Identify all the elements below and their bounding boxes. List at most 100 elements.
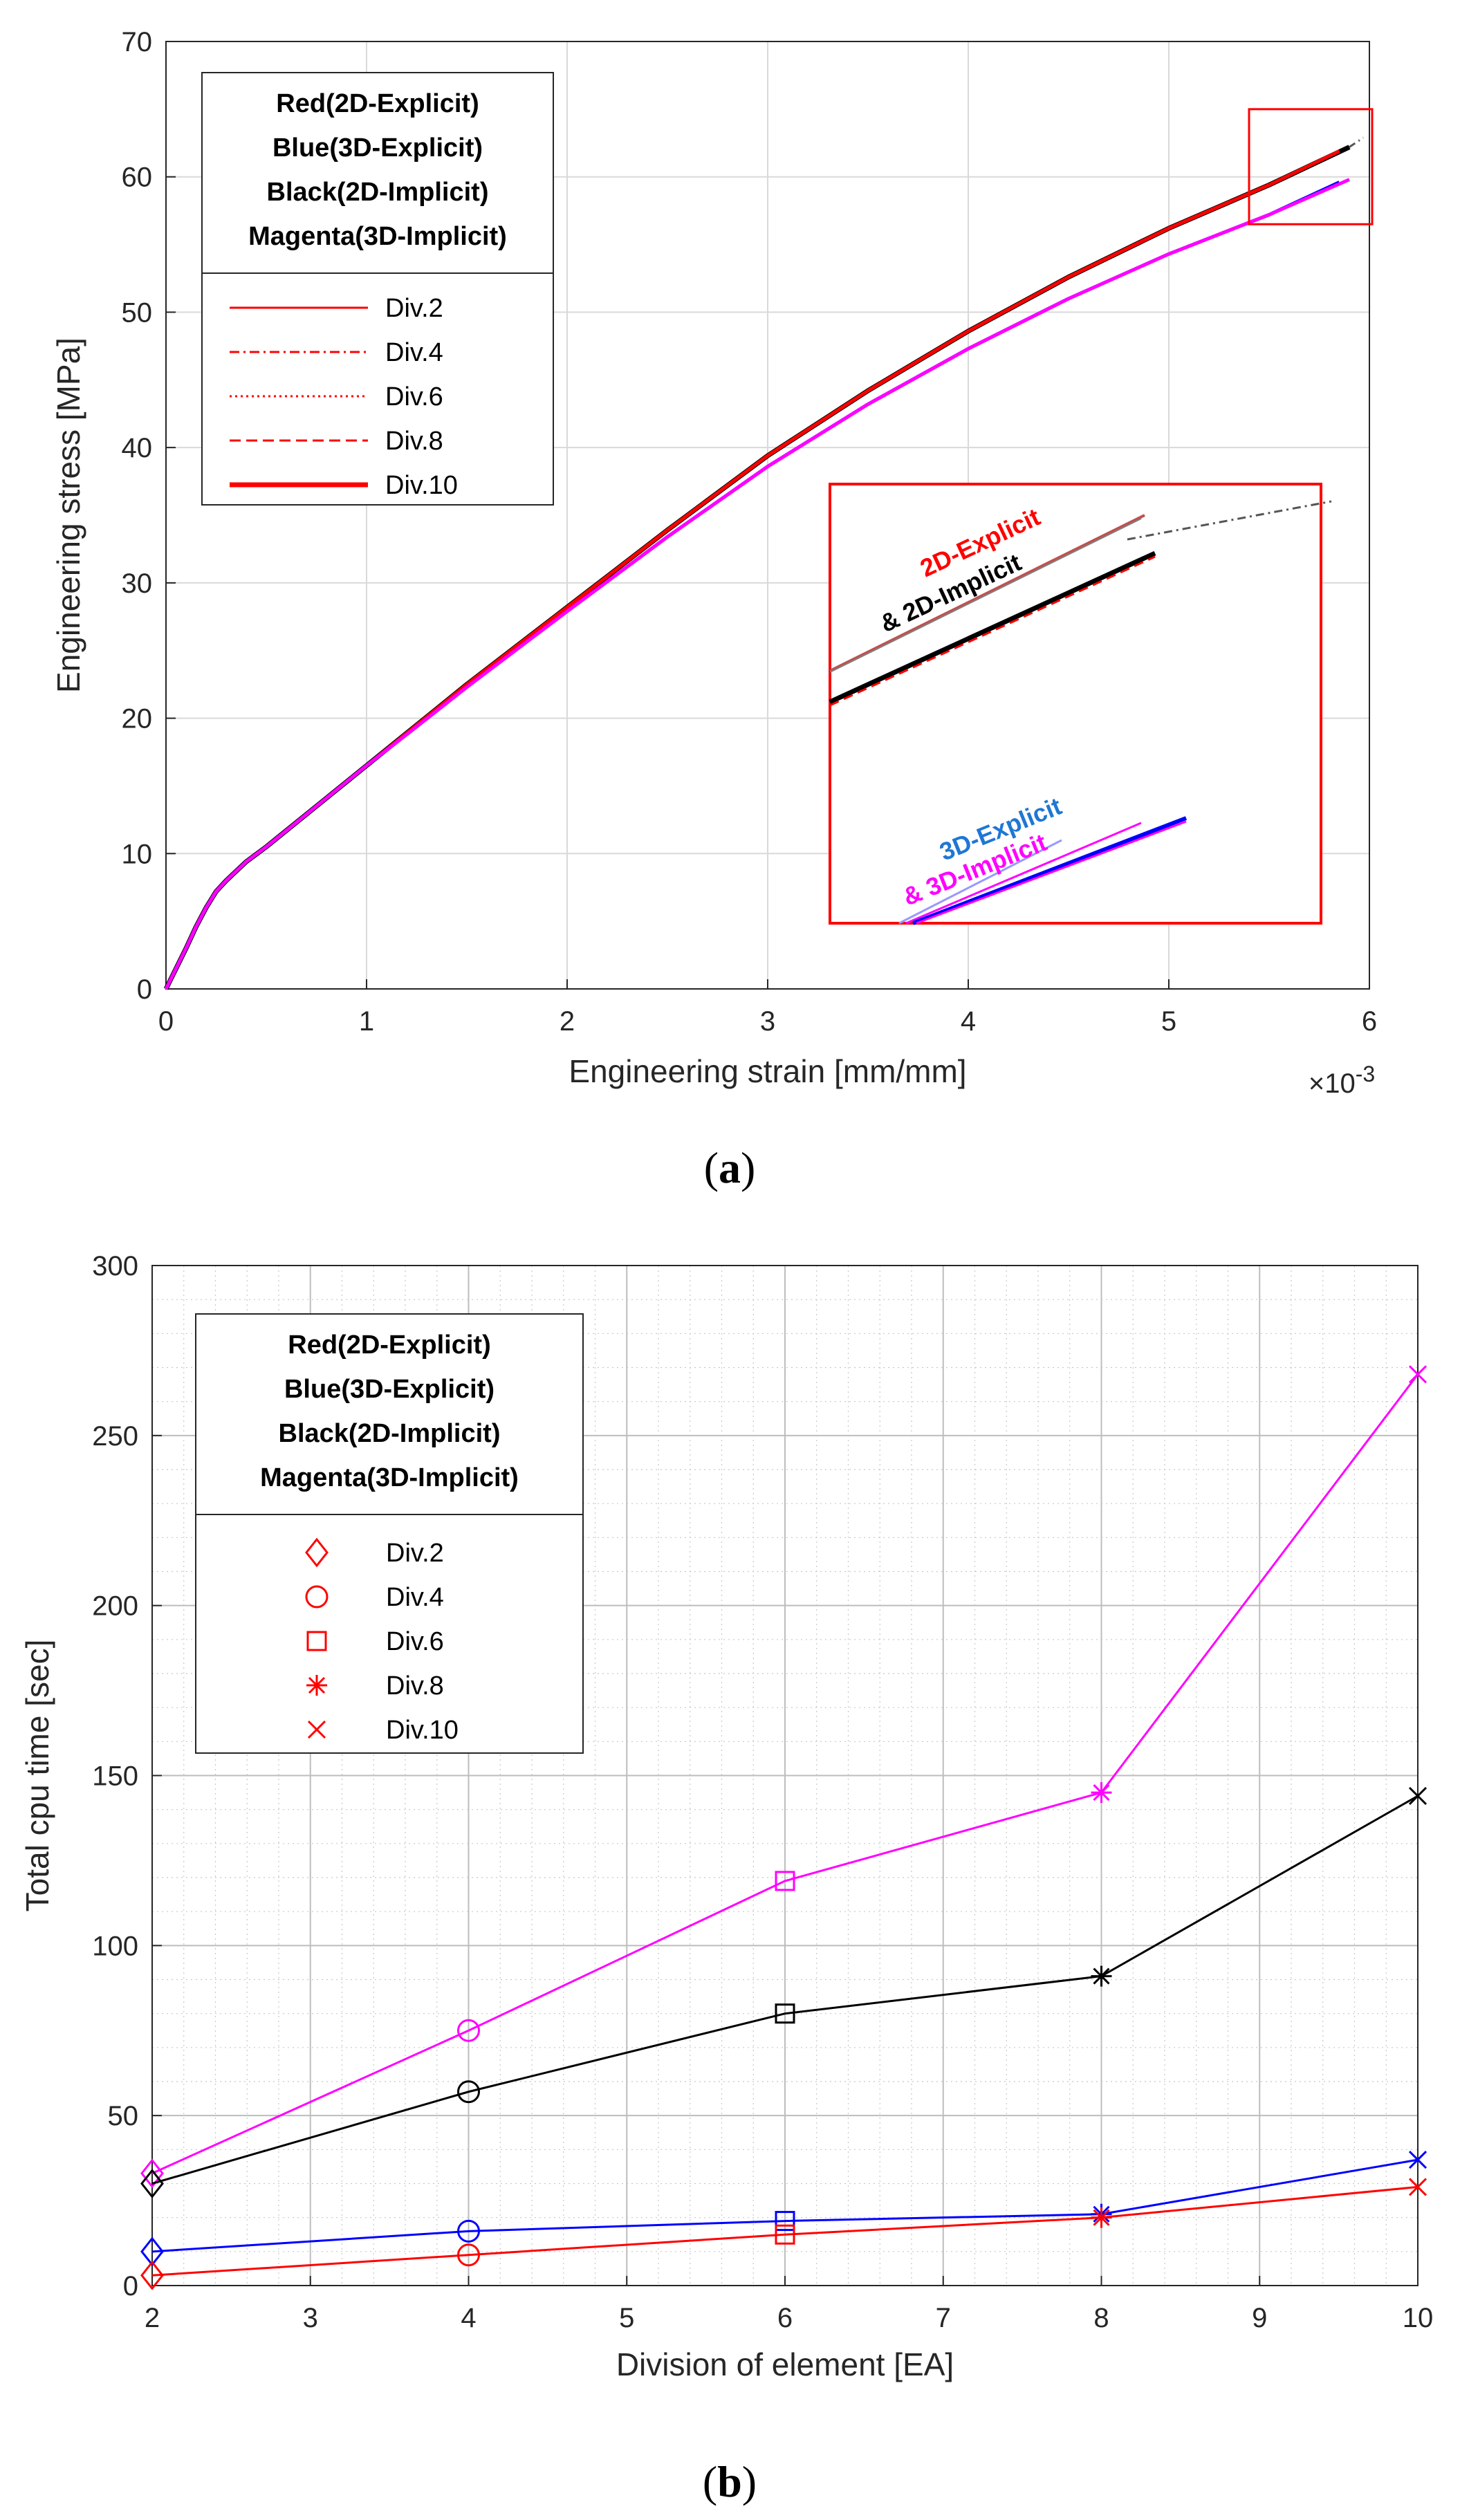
x-tick-label: 6 [777,2303,793,2333]
data-point-circle [457,2243,480,2267]
inset-line-2d-div4 [829,518,1142,673]
series-line-2d-explicit [151,2185,1419,2277]
legend-box [201,72,554,506]
y-tick-label: 200 [92,1591,138,1622]
inset-line-2d-div10 [829,550,1156,705]
legend-entry-label: Div.8 [386,1671,444,1701]
x-tick-label: 5 [619,2303,634,2333]
data-point-square [775,2224,795,2245]
legend-header-text: Red(2D-Explicit) [288,1331,490,1360]
inset-line-3d-div2 [898,839,1062,925]
y-axis-label: Total cpu time [sec] [19,1640,55,1912]
y-tick-label: 20 [122,704,153,734]
legend-header-text: Black(2D-Implicit) [267,178,489,207]
series-line-extension [1349,136,1365,148]
data-point-diamond [140,2260,164,2290]
legend-entry-label: Div.4 [385,338,443,367]
data-point-asterisk [1091,1782,1112,1804]
legend-entry-label: Div.6 [385,382,443,411]
x-tick-label: 3 [303,2303,318,2333]
legend-entry-label: Div.4 [386,1583,444,1612]
data-point-square [775,2003,795,2024]
y-tick-label: 40 [122,433,153,463]
legend-header-text: Magenta(3D-Implicit) [248,222,507,251]
inset-line-3d-div4 [905,822,1142,925]
legend-entry-label: Div.6 [386,1627,444,1656]
y-tick-label: 30 [122,568,153,599]
y-tick-label: 10 [122,839,153,869]
data-point-circle [457,2019,480,2042]
series-line-3d-explicit [151,2158,1419,2253]
panel-a-caption: (a) [704,1143,756,1192]
data-point-x [1408,2178,1427,2196]
plot-frame [165,41,1370,990]
panel-b-caption: (b) [703,2457,757,2506]
legend-header-text: Black(2D-Implicit) [279,1419,501,1448]
x-axis-label: Engineering strain [mm/mm] [569,1053,966,1089]
data-point-x [307,1720,326,1739]
data-point-diamond [140,2158,164,2189]
inset-line-3d-div10 [912,816,1188,925]
data-point-x [1408,1365,1427,1384]
x-tick-label: 4 [961,1006,976,1037]
data-point-circle [457,2080,480,2104]
y-tick-label: 250 [92,1421,138,1452]
data-point-square [775,1871,795,1891]
legend-box [195,1313,584,1754]
x-tick-label: 10 [1403,2303,1434,2333]
zoom-box [1248,108,1374,225]
data-point-square [775,2211,795,2232]
legend-entry-label: Div.8 [385,427,443,456]
legend-header-text: Blue(3D-Explicit) [272,133,483,163]
series-line-3d-implicit [151,1373,1419,2175]
legend-entry-label: Div.10 [386,1716,459,1745]
inset-line-2d-div8 [829,555,1156,707]
data-point-circle [305,1585,329,1609]
legend-header-text: Red(2D-Explicit) [276,89,479,118]
y-tick-label: 50 [108,2101,139,2131]
x-tick-label: 7 [936,2303,951,2333]
series-line-2d-implicit [151,1795,1419,2185]
data-point-square [306,1631,327,1651]
data-point-asterisk [1091,1965,1112,1987]
x-exponent-label: ×10-3 [1309,1062,1375,1099]
x-tick-label: 0 [158,1006,174,1037]
x-tick-label: 1 [359,1006,374,1037]
x-tick-label: 8 [1093,2303,1109,2333]
x-tick-label: 3 [760,1006,775,1037]
legend-entry-label: Div.10 [385,471,458,500]
y-tick-label: 60 [122,163,153,193]
inset-line-3d-implicit [916,820,1187,925]
legend-entry-label: Div.2 [385,294,443,323]
y-tick-label: 150 [92,1761,138,1792]
legend-header-text: Blue(3D-Explicit) [284,1375,495,1404]
legend-header-text: Magenta(3D-Implicit) [260,1463,519,1492]
x-axis-label: Division of element [EA] [616,2346,954,2382]
data-point-circle [457,2219,480,2243]
legend-entry-label: Div.2 [386,1539,444,1568]
inset-line-2d-div2 [829,514,1145,672]
inset-line-2d-ext [1127,500,1332,541]
x-tick-label: 5 [1161,1006,1176,1037]
y-tick-label: 100 [92,1931,138,1961]
y-tick-label: 0 [137,974,152,1005]
x-exponent-power: -3 [1356,1062,1375,1086]
y-axis-label: Engineering stress [MPa] [50,337,86,693]
data-point-asterisk [306,1675,327,1696]
y-tick-label: 50 [122,297,153,328]
data-point-diamond [140,2169,164,2198]
x-tick-label: 4 [461,2303,476,2333]
x-tick-label: 9 [1252,2303,1267,2333]
y-tick-label: 300 [92,1251,138,1281]
data-point-x [1408,2151,1427,2169]
plot-frame [151,1265,1419,2286]
series-line-3d-implicit [164,178,1351,990]
x-tick-label: 6 [1362,1006,1377,1037]
x-tick-label: 2 [145,2303,160,2333]
data-point-diamond [305,1537,329,1568]
data-point-diamond [140,2236,164,2267]
y-tick-label: 70 [122,27,153,57]
